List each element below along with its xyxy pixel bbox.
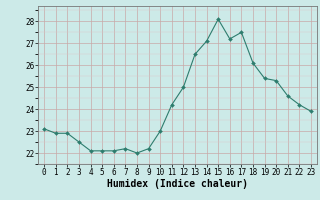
X-axis label: Humidex (Indice chaleur): Humidex (Indice chaleur) — [107, 179, 248, 189]
